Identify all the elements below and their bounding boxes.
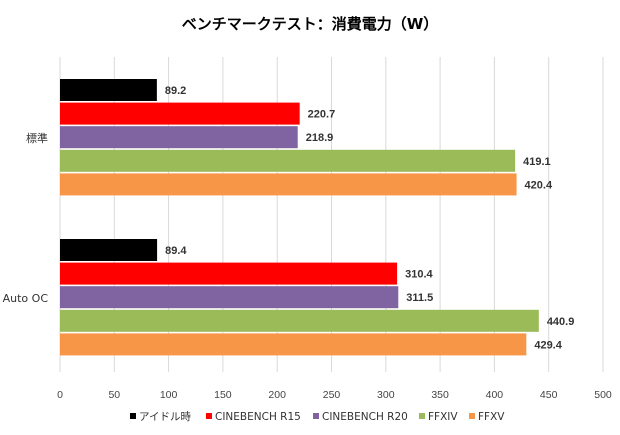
- legend-swatch: [130, 413, 136, 419]
- x-tick-label: 350: [431, 389, 449, 401]
- data-label: 220.7: [308, 109, 336, 121]
- bar: [60, 149, 516, 172]
- data-label: 310.4: [405, 269, 433, 281]
- legend-swatch: [206, 413, 212, 419]
- legend-swatch: [419, 413, 425, 419]
- bars: 89.2 220.7 218.9 419.1 420.4 89.4 310.4 311.5 44…: [60, 79, 575, 356]
- category-label: Auto OC: [3, 292, 49, 305]
- x-tick-label: 400: [486, 389, 504, 401]
- x-tick-label: 450: [540, 389, 558, 401]
- x-axis: 0 50 100 150 200 250 300 350 400 450 500: [57, 389, 612, 401]
- bar: [60, 173, 517, 196]
- bar: [60, 333, 527, 356]
- chart-title: ベンチマークテスト：消費電力（W）: [182, 15, 439, 33]
- bar: [60, 262, 398, 285]
- bar: [60, 79, 157, 101]
- x-tick-label: 50: [108, 389, 120, 401]
- data-label: 429.4: [534, 339, 562, 351]
- bar: [60, 126, 298, 149]
- x-tick-label: 300: [377, 389, 395, 401]
- data-label: 440.9: [547, 316, 575, 328]
- bar: [60, 102, 300, 125]
- x-tick-label: 500: [594, 389, 612, 401]
- legend-swatch: [313, 413, 319, 419]
- x-tick-label: 150: [214, 389, 232, 401]
- x-tick-label: 0: [57, 389, 63, 401]
- bar: [60, 309, 539, 332]
- x-tick-label: 100: [160, 389, 178, 401]
- bar: [60, 239, 158, 261]
- data-label: 419.1: [523, 156, 551, 168]
- legend-label: CINEBENCH R15: [215, 411, 301, 423]
- bar: [60, 286, 399, 309]
- data-label: 218.9: [306, 132, 334, 144]
- x-tick-label: 250: [323, 389, 341, 401]
- x-tick-label: 200: [268, 389, 286, 401]
- category-label: 標準: [26, 131, 48, 145]
- category-labels: 標準 Auto OC: [3, 131, 49, 305]
- data-label: 311.5: [406, 292, 433, 304]
- legend-label: CINEBENCH R20: [322, 411, 408, 423]
- legend-label: FFXV: [478, 411, 505, 423]
- legend-label: アイドル時: [139, 411, 191, 423]
- data-label: 420.4: [525, 179, 553, 191]
- legend-label: FFXIV: [428, 411, 458, 423]
- legend-swatch: [469, 413, 475, 419]
- data-label: 89.4: [165, 245, 187, 257]
- legend: アイドル時 CINEBENCH R15 CINEBENCH R20 FFXIV FFXV: [130, 411, 505, 423]
- data-label: 89.2: [165, 85, 186, 97]
